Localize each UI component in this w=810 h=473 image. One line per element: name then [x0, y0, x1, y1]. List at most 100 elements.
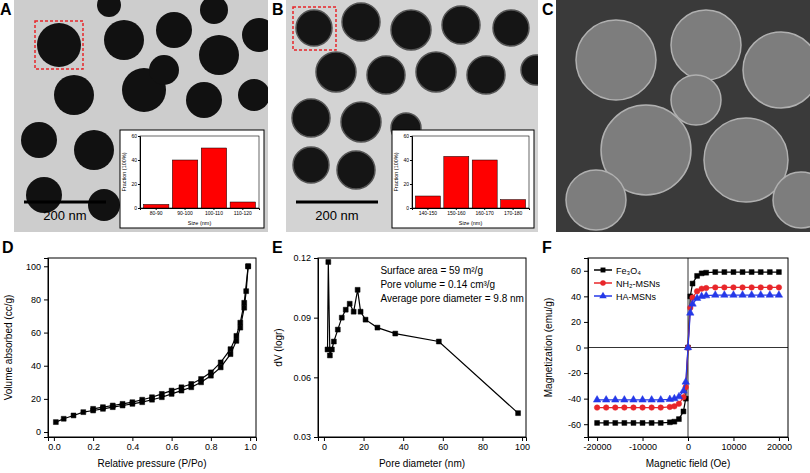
marker	[355, 287, 360, 292]
tick-mark	[44, 432, 48, 433]
marker	[658, 405, 664, 411]
tick: -10000	[629, 437, 657, 452]
tick: 80	[31, 295, 48, 305]
tick: 150-160	[447, 208, 466, 216]
tick-label: 110-120	[234, 210, 252, 216]
marker	[748, 291, 755, 297]
marker	[238, 320, 243, 325]
particle	[156, 12, 192, 48]
marker	[739, 291, 746, 297]
image-panel: A200 nm	[0, 0, 276, 232]
marker	[622, 405, 628, 411]
tick: 20	[403, 181, 412, 187]
data-layer	[53, 264, 250, 425]
tick-label: 0.12	[293, 253, 311, 263]
bar	[415, 196, 440, 208]
tick: 60	[131, 133, 140, 139]
tick: 20000	[767, 437, 792, 452]
marker	[722, 285, 728, 291]
particle	[391, 10, 431, 50]
tick-label: 0	[36, 427, 41, 437]
tick-label: 170-180	[504, 210, 523, 216]
tick-label: 160-170	[476, 210, 495, 216]
marker	[675, 392, 682, 398]
axis-line	[410, 137, 413, 209]
marker	[331, 339, 336, 344]
tick-label: 0.03	[293, 432, 311, 442]
tick: 40	[399, 437, 409, 452]
axis-line	[49, 438, 257, 442]
tick: 40	[31, 361, 48, 371]
marker	[327, 353, 332, 358]
marker	[767, 270, 772, 275]
marker	[657, 396, 664, 402]
marker	[208, 370, 213, 375]
marker	[640, 405, 646, 411]
x-axis-title: Magnetic field (Oe)	[646, 458, 730, 469]
marker	[680, 387, 687, 393]
tick-label: 80-90	[150, 210, 163, 216]
tick-mark	[138, 160, 140, 161]
tick: 160-170	[476, 208, 495, 216]
tick-label: 40	[131, 157, 137, 163]
y-axis: 0 20 40 60	[131, 133, 140, 211]
legend-marker	[600, 280, 606, 286]
tick-label: 1.0	[244, 442, 257, 452]
marker	[649, 405, 655, 411]
x-axis: 140-150150-160160-170170-180	[413, 208, 530, 216]
tick-label: 0.4	[127, 442, 140, 452]
tick-label: 40	[31, 361, 41, 371]
tick: 0.09	[293, 313, 318, 323]
tick-mark	[314, 437, 318, 438]
bar	[201, 148, 226, 208]
chart-panel: -20000-1000001000020000-60-40-200204060F…	[542, 239, 792, 469]
marker	[667, 420, 672, 425]
bar	[444, 156, 469, 208]
particle	[467, 56, 505, 94]
axis-line	[314, 259, 319, 438]
particle	[149, 55, 179, 85]
y-axis: 020406080100	[26, 259, 49, 438]
tick-label: 40	[399, 442, 409, 452]
marker	[672, 419, 677, 424]
marker	[640, 420, 645, 425]
marker	[722, 270, 727, 275]
tick: 20	[131, 181, 140, 187]
x-axis-title: Relative pressure (P/Po)	[98, 458, 207, 469]
tick: 40	[571, 292, 588, 302]
figure: A200 nm020406080-9090-100100-110110-120S…	[0, 0, 810, 473]
highlight-box	[35, 21, 83, 69]
particle	[442, 6, 480, 44]
tick-label: -20000	[584, 442, 612, 452]
tick: 0	[322, 437, 327, 452]
tick-mark	[44, 366, 48, 367]
scale-bar-label: 200 nm	[315, 208, 358, 223]
inset-background	[392, 130, 534, 228]
annotation: Surface area = 59 m²/g	[380, 265, 483, 276]
marker	[676, 417, 681, 422]
marker	[631, 405, 637, 411]
tick-mark	[44, 299, 48, 300]
tick-mark	[410, 184, 412, 185]
marker	[358, 309, 363, 314]
marker	[767, 285, 773, 291]
particle	[54, 75, 94, 115]
bar	[172, 160, 197, 208]
tick: 0.12	[293, 253, 318, 263]
particle	[337, 151, 375, 189]
tick: 0	[134, 205, 140, 211]
particle	[238, 79, 268, 111]
marker	[721, 291, 728, 297]
tick-mark	[138, 136, 140, 137]
tick: 60	[571, 266, 588, 276]
panel-label: F	[542, 239, 552, 256]
tick-label: 100-110	[205, 210, 223, 216]
tick: 90-100	[177, 208, 193, 216]
chart-panel: 0204060801000.030.060.090.12Surface area…	[272, 239, 530, 469]
tick-label: 150-160	[447, 210, 466, 216]
x-axis-title: Size (nm)	[459, 220, 483, 226]
marker	[740, 270, 745, 275]
tick: 100	[515, 437, 530, 452]
marker	[242, 300, 247, 305]
series-line	[328, 262, 519, 413]
